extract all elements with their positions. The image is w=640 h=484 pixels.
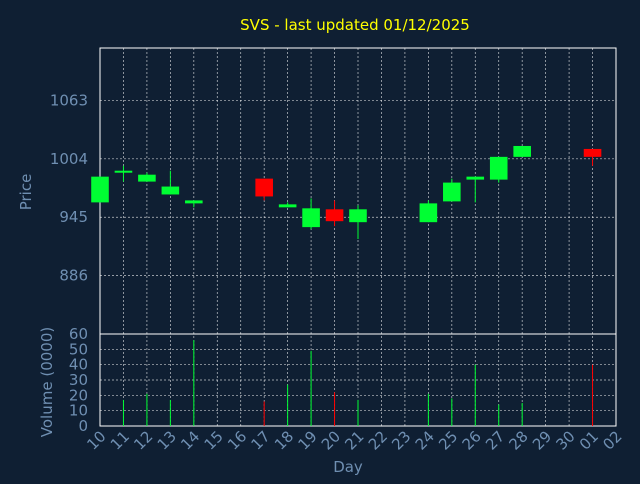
candle-body (349, 209, 367, 223)
x-tick-label: 18 (271, 427, 297, 453)
x-tick-label: 13 (154, 427, 180, 453)
candle-body (466, 176, 485, 180)
tick-layer: 8869451004106301020304050601011121314151… (50, 91, 626, 453)
marks-layer (91, 145, 602, 426)
x-tick-label: 26 (459, 427, 485, 453)
volume-tick-label: 20 (69, 386, 88, 404)
x-tick-label: 19 (294, 427, 320, 453)
candle-body (302, 208, 320, 228)
x-tick-label: 23 (388, 427, 414, 453)
x-tick-label: 30 (552, 427, 578, 453)
x-axis-label: Day (333, 458, 363, 476)
volume-axis-label: Volume (0000) (38, 327, 56, 437)
candle-body (489, 156, 508, 180)
x-tick-label: 15 (201, 427, 227, 453)
price-tick-label: 945 (59, 208, 88, 226)
x-tick-label: 16 (224, 427, 250, 453)
candle-body (325, 209, 344, 222)
candle-body (185, 200, 203, 204)
price-axis-label: Price (17, 174, 35, 211)
chart-title: SVS - last updated 01/12/2025 (240, 16, 470, 34)
candle-body (583, 148, 602, 157)
candle-body (278, 204, 297, 208)
candle-body (114, 170, 133, 173)
volume-tick-label: 10 (69, 402, 88, 420)
candle-body (513, 145, 531, 157)
volume-tick-label: 40 (69, 356, 88, 374)
x-tick-label: 24 (412, 427, 438, 453)
x-tick-label: 21 (341, 427, 367, 453)
volume-tick-label: 60 (69, 325, 88, 343)
x-tick-label: 12 (130, 427, 156, 453)
candle-body (419, 203, 438, 223)
x-tick-label: 22 (365, 427, 391, 453)
candle-body (161, 186, 180, 195)
x-tick-label: 25 (435, 427, 461, 453)
x-tick-label: 27 (482, 427, 508, 453)
x-tick-label: 28 (506, 427, 532, 453)
x-tick-label: 02 (599, 427, 625, 453)
candle-body (443, 182, 461, 202)
candle-body (91, 176, 109, 203)
candle-body (138, 174, 156, 182)
price-tick-label: 1063 (50, 91, 88, 109)
x-tick-label: 11 (107, 427, 133, 453)
volume-tick-label: 50 (69, 340, 88, 358)
x-tick-label: 01 (576, 427, 602, 453)
candle-body (255, 178, 273, 197)
price-tick-label: 886 (59, 267, 88, 285)
price-tick-label: 1004 (50, 150, 88, 168)
volume-tick-label: 0 (78, 417, 88, 435)
x-tick-label: 14 (177, 427, 203, 453)
volume-tick-label: 30 (69, 371, 88, 389)
x-tick-label: 20 (318, 427, 344, 453)
x-tick-label: 17 (248, 427, 274, 453)
x-tick-label: 29 (529, 427, 555, 453)
